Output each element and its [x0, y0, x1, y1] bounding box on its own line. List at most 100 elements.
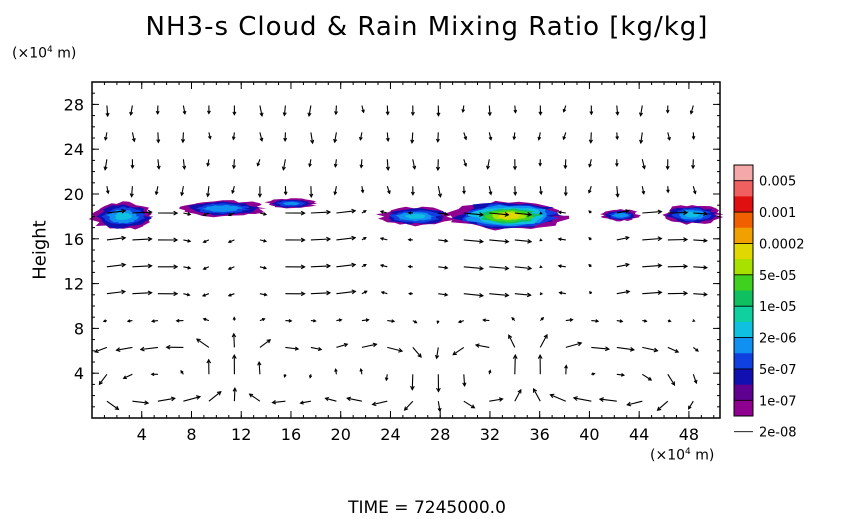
wind-arrowhead	[261, 317, 266, 322]
wind-arrowhead	[410, 139, 415, 144]
wind-arrow	[412, 347, 422, 358]
wind-arrow	[667, 346, 679, 353]
wind-arrowhead	[180, 369, 184, 374]
wind-arrowhead	[326, 209, 332, 215]
wind-arrowhead	[615, 111, 620, 116]
wind-arrow	[285, 346, 299, 350]
wind-arrowhead	[181, 139, 186, 144]
wind-arrow	[641, 186, 645, 194]
wind-arrowhead	[131, 138, 136, 143]
wind-arrowhead	[105, 112, 110, 118]
wind-arrowhead	[407, 264, 412, 269]
wind-arrowhead	[300, 237, 306, 243]
wind-arrowhead	[511, 316, 515, 321]
wind-arrowhead	[657, 290, 663, 295]
wind-arrowhead	[155, 110, 160, 115]
wind-arrow	[272, 400, 286, 404]
wind-arrowhead	[615, 136, 619, 141]
wind-arrowhead	[504, 212, 510, 217]
wind-arrow	[538, 132, 541, 140]
wind-arrowhead	[308, 375, 313, 379]
wind-arrow	[514, 186, 516, 195]
colorbar-swatch	[734, 212, 753, 229]
wind-arrow	[155, 186, 159, 195]
x-tick-label: 8	[186, 425, 196, 444]
x-tick-label: 36	[530, 425, 550, 444]
wind-arrowhead	[231, 136, 236, 141]
wind-arrowhead	[508, 334, 513, 339]
wind-arrowhead	[309, 193, 314, 199]
wind-arrow	[182, 159, 186, 169]
wind-arrowhead	[437, 193, 443, 198]
wind-arrowhead	[231, 164, 236, 170]
wind-arrow	[667, 132, 671, 140]
wind-arrowhead	[359, 367, 363, 372]
wind-arrowhead	[588, 163, 592, 168]
colorbar-swatch	[734, 165, 753, 182]
wind-arrow	[558, 265, 566, 268]
plot-frame	[91, 81, 721, 419]
wind-arrow	[514, 355, 516, 375]
wind-arrow	[347, 397, 363, 402]
cloud-patch-3	[404, 213, 427, 219]
wind-arrowhead	[351, 235, 357, 241]
wind-arrowhead	[379, 210, 384, 214]
wind-arrow	[463, 374, 466, 386]
wind-arrowhead	[144, 400, 150, 406]
wind-arrowhead	[307, 112, 312, 118]
wind-arrowhead	[346, 396, 352, 402]
wind-arrowhead	[186, 292, 191, 297]
colorbar-label: 2e-08	[759, 426, 797, 441]
wind-arrowhead	[479, 239, 485, 244]
wind-arrow	[616, 236, 629, 241]
wind-arrowhead	[351, 262, 357, 268]
wind-arrowhead	[257, 193, 262, 198]
wind-arrow	[693, 266, 707, 269]
wind-arrowhead	[333, 138, 338, 144]
wind-arrowhead	[639, 139, 644, 145]
chart-title: NH3-s Cloud & Rain Mixing Ratio [kg/kg]	[145, 12, 709, 42]
wind-arrowhead	[227, 239, 232, 244]
wind-arrowhead	[363, 237, 367, 241]
wind-arrowhead	[173, 210, 179, 216]
wind-arrowhead	[488, 191, 493, 196]
wind-arrow	[183, 396, 201, 402]
wind-arrow	[463, 239, 483, 243]
wind-arrowhead	[625, 262, 630, 268]
wind-arrowhead	[504, 265, 510, 271]
wind-arrow	[98, 373, 108, 385]
wind-arrowhead	[122, 375, 127, 380]
wind-arrowhead	[202, 212, 207, 217]
wind-arrow	[106, 400, 119, 410]
wind-arrowhead	[147, 290, 153, 296]
wind-arrowhead	[527, 265, 533, 271]
wind-arrowhead	[182, 165, 187, 170]
wind-arrowhead	[589, 111, 594, 116]
wind-arrowhead	[360, 189, 365, 194]
wind-arrowhead	[488, 369, 492, 374]
wind-arrowhead	[324, 396, 329, 401]
wind-arrow	[411, 132, 414, 143]
y-tick-label: 16	[64, 230, 84, 249]
wind-arrowhead	[129, 193, 134, 198]
wind-arrowhead	[187, 239, 192, 243]
colorbar-swatch	[734, 353, 753, 370]
wind-arrow	[131, 186, 133, 197]
wind-arrowhead	[461, 109, 466, 114]
wind-arrow	[642, 346, 658, 352]
colorbar-swatch	[734, 400, 753, 417]
wind-arrowhead	[412, 165, 417, 170]
wind-arrow	[463, 400, 475, 409]
wind-arrow	[573, 397, 592, 402]
wind-arrowhead	[666, 189, 670, 194]
wind-arrowhead	[126, 319, 131, 323]
wind-arrow	[310, 292, 331, 295]
y-unit-label: (×104 m)	[12, 45, 77, 62]
wind-arrowhead	[154, 191, 159, 196]
wind-arrow	[140, 346, 158, 351]
time-label: TIME = 7245000.0	[348, 498, 506, 518]
wind-arrowhead	[615, 163, 619, 167]
wind-arrowhead	[121, 208, 127, 214]
wind-arrowhead	[114, 405, 120, 411]
wind-arrowhead	[259, 112, 264, 118]
